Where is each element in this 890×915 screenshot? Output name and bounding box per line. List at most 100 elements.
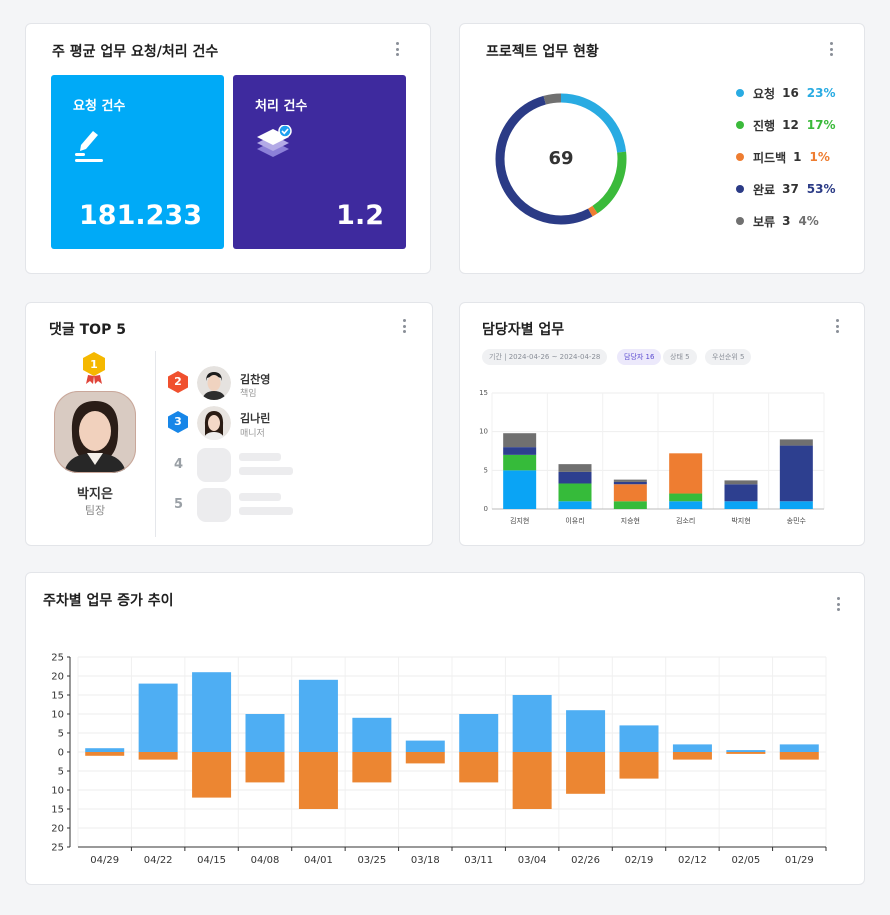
avatar-rank-2 [197, 366, 231, 400]
bar [352, 717, 392, 752]
gold-medal-icon: 1 [83, 352, 105, 384]
legend-item[interactable]: 완료 37 53% [736, 181, 836, 197]
bar [512, 695, 552, 752]
rank-5-role-placeholder [239, 507, 293, 515]
first-ranker-role: 팀장 [84, 504, 106, 517]
filter-priority-chip[interactable]: 우선순위 5 [705, 349, 752, 365]
more-options-icon[interactable] [835, 319, 839, 333]
filter-status-chip[interactable]: 상태 5 [663, 349, 697, 365]
bar [459, 714, 499, 752]
rank-4-role-placeholder [239, 467, 293, 475]
x-tick-label: 04/15 [197, 855, 226, 866]
x-tick-label: 01/29 [785, 855, 814, 866]
y-tick-label: 15 [51, 805, 64, 816]
x-tick-label: 김지현 [510, 516, 529, 525]
bar [405, 740, 445, 752]
x-tick-label: 02/19 [625, 855, 654, 866]
donut-total: 69 [548, 148, 574, 169]
filter-assignee-chip[interactable]: 담당자 16 [617, 349, 662, 365]
filter-period-chip[interactable]: 기간 | 2024-04-26 ~ 2024-04-28 [482, 349, 608, 365]
bar-segment [503, 454, 537, 471]
bar [619, 752, 659, 779]
bar [192, 672, 232, 752]
processed-count-label: 처리 건수 [255, 99, 308, 114]
more-options-icon[interactable] [829, 42, 833, 56]
legend-item[interactable]: 피드백 1 1% [736, 149, 830, 165]
weekly-avg-card: 주 평균 업무 요청/처리 건수 요청 건수 181.233 처리 건수 1.2 [25, 23, 431, 274]
rank-5-name-placeholder [239, 493, 281, 501]
assignee-stacked-bar-chart: 0 5 10 15 김지현 이유리 지승현 김소리 박지현 송민수 [479, 389, 825, 525]
x-tick-label: 03/25 [357, 855, 386, 866]
card-title: 담당자별 업무 [482, 322, 565, 338]
x-tick-label: 송민수 [787, 516, 807, 525]
bar-segment [669, 453, 703, 494]
bar-segment [669, 501, 703, 509]
bar [726, 750, 766, 752]
bar [85, 748, 125, 752]
bar [192, 752, 232, 798]
bar [85, 752, 125, 756]
y-tick-label: 25 [51, 843, 64, 854]
processed-count-tile[interactable]: 처리 건수 1.2 [233, 75, 406, 249]
bar-segment [613, 481, 647, 485]
y-tick-label: 0 [58, 748, 64, 759]
bar-segment [558, 501, 592, 509]
card-title: 주차별 업무 증가 추이 [43, 593, 174, 609]
request-count-tile[interactable]: 요청 건수 181.233 [51, 75, 224, 249]
bar-segment [558, 483, 592, 502]
bar [298, 752, 338, 809]
bar [245, 752, 285, 783]
y-tick-label: 5 [58, 729, 64, 740]
y-tick-label: 0 [484, 505, 488, 513]
donut-segment-1 [495, 93, 627, 225]
vertical-divider [155, 351, 156, 537]
legend-item[interactable]: 요청 16 23% [736, 85, 836, 101]
bar-segment [724, 480, 758, 485]
legend-count: 12 [782, 118, 799, 132]
rank-3-name: 김나린 [240, 412, 271, 425]
more-options-icon[interactable] [402, 319, 406, 333]
rank-5-avatar-placeholder [197, 488, 231, 522]
bar-segment [779, 439, 813, 446]
more-options-icon[interactable] [395, 42, 399, 56]
legend-label: 피드백 [753, 150, 787, 165]
bar [352, 752, 392, 783]
y-tick-label: 20 [51, 672, 64, 683]
legend-dot [736, 121, 744, 129]
bar [245, 714, 285, 752]
bar [566, 710, 606, 752]
bar-segment [724, 484, 758, 502]
rank-4-name-placeholder [239, 453, 281, 461]
project-status-card: 프로젝트 업무 현황 69 요청 16 23% 진행 12 17% 피드백 1 1% 완료 37 53… [459, 23, 865, 274]
y-tick-label: 5 [58, 767, 64, 778]
bar [619, 725, 659, 752]
legend-percent: 1% [809, 150, 830, 164]
legend-item[interactable]: 보류 3 4% [736, 213, 819, 229]
processed-count-value: 1.2 [336, 200, 384, 231]
avatar-first [54, 391, 136, 473]
bar-segment [613, 479, 647, 482]
bar [672, 752, 712, 760]
comments-top5-card: 댓글 TOP 5 1 박지은 팀장 2 김찬영 책임 3 [25, 302, 433, 546]
x-tick-label: 박지현 [731, 516, 750, 525]
bar-segment [503, 447, 537, 455]
x-tick-label: 02/05 [731, 855, 760, 866]
card-title: 프로젝트 업무 현황 [486, 44, 599, 60]
x-tick-label: 이유리 [565, 516, 584, 525]
first-ranker-name: 박지은 [77, 487, 113, 502]
x-tick-label: 03/11 [464, 855, 493, 866]
svg-text:1: 1 [90, 358, 98, 371]
rank-5-number: 5 [174, 497, 184, 512]
legend-count: 1 [793, 150, 802, 164]
legend-item[interactable]: 진행 12 17% [736, 117, 836, 133]
bar [138, 683, 178, 752]
x-tick-label: 03/18 [411, 855, 440, 866]
x-tick-label: 04/22 [144, 855, 173, 866]
bar [459, 752, 499, 783]
bar [405, 752, 445, 764]
bar [566, 752, 606, 794]
avatar-rank-3 [197, 406, 231, 440]
x-tick-label: 04/08 [251, 855, 280, 866]
rank-2-name: 김찬영 [240, 373, 271, 386]
more-options-icon[interactable] [836, 597, 840, 611]
